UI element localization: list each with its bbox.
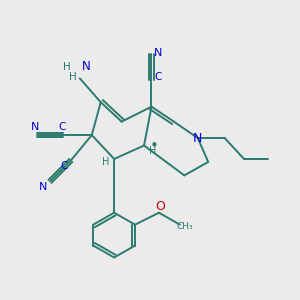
Text: N: N <box>81 61 90 74</box>
Text: N: N <box>39 182 48 192</box>
Text: C: C <box>58 122 66 132</box>
Text: N: N <box>31 122 39 132</box>
Text: ●: ● <box>151 142 156 146</box>
Text: C: C <box>154 72 162 82</box>
Text: C: C <box>61 161 68 171</box>
Text: O: O <box>155 200 165 213</box>
Text: H: H <box>62 62 70 72</box>
Text: H: H <box>69 72 77 82</box>
Text: N: N <box>193 132 203 145</box>
Text: CH₃: CH₃ <box>176 222 193 231</box>
Text: N: N <box>154 48 162 58</box>
Text: H: H <box>102 157 110 167</box>
Text: H: H <box>149 146 157 157</box>
